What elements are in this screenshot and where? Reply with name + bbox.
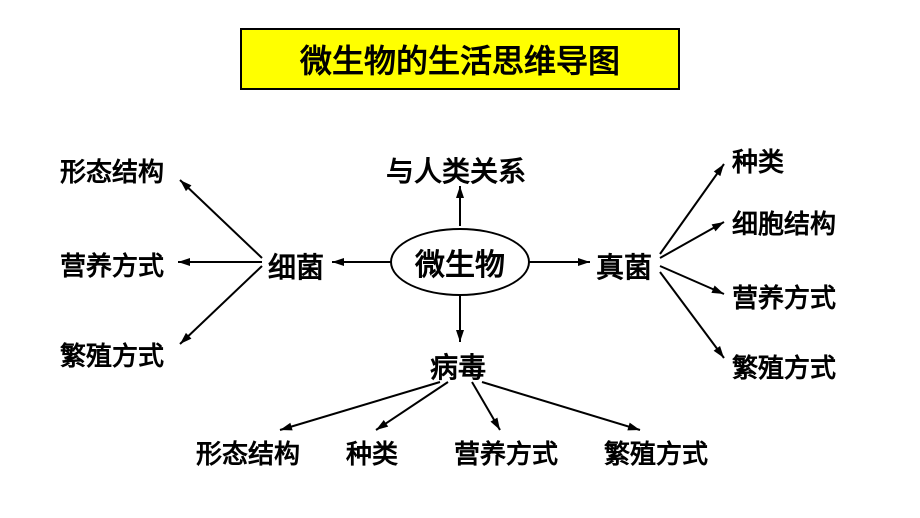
node-label: 种类	[346, 439, 398, 469]
node-fungi-nutri: 营养方式	[732, 278, 836, 315]
node-label: 繁殖方式	[60, 341, 164, 371]
center-node-text: 微生物	[415, 240, 505, 284]
node-label: 形态结构	[196, 439, 300, 469]
node-label: 细菌	[268, 252, 324, 283]
node-virus-nutri: 营养方式	[454, 434, 558, 471]
node-bac-morph: 形态结构	[60, 152, 164, 189]
node-virus-morph: 形态结构	[196, 434, 300, 471]
node-bac-repro: 繁殖方式	[60, 336, 164, 373]
node-label: 营养方式	[60, 251, 164, 281]
node-bac-nutri: 营养方式	[60, 246, 164, 283]
node-label: 真菌	[596, 252, 652, 283]
node-label: 病毒	[430, 352, 486, 383]
node-human-rel: 与人类关系	[386, 150, 526, 190]
node-label: 营养方式	[732, 283, 836, 313]
node-label: 种类	[732, 147, 784, 177]
node-label: 营养方式	[454, 439, 558, 469]
node-label: 形态结构	[60, 157, 164, 187]
node-virus: 病毒	[430, 346, 486, 386]
node-bacteria: 细菌	[268, 246, 324, 286]
node-fungi-repro: 繁殖方式	[732, 348, 836, 385]
title-text: 微生物的生活思维导图	[300, 43, 620, 79]
node-fungi: 真菌	[596, 246, 652, 286]
node-label: 细胞结构	[732, 209, 836, 239]
node-label: 繁殖方式	[732, 353, 836, 383]
title: 微生物的生活思维导图	[240, 28, 680, 90]
node-fungi-cell: 细胞结构	[732, 204, 836, 241]
node-fungi-type: 种类	[732, 142, 784, 179]
node-label: 与人类关系	[386, 156, 526, 187]
node-virus-repro: 繁殖方式	[604, 434, 708, 471]
node-virus-type: 种类	[346, 434, 398, 471]
center-node: 微生物	[390, 228, 530, 296]
node-label: 繁殖方式	[604, 439, 708, 469]
